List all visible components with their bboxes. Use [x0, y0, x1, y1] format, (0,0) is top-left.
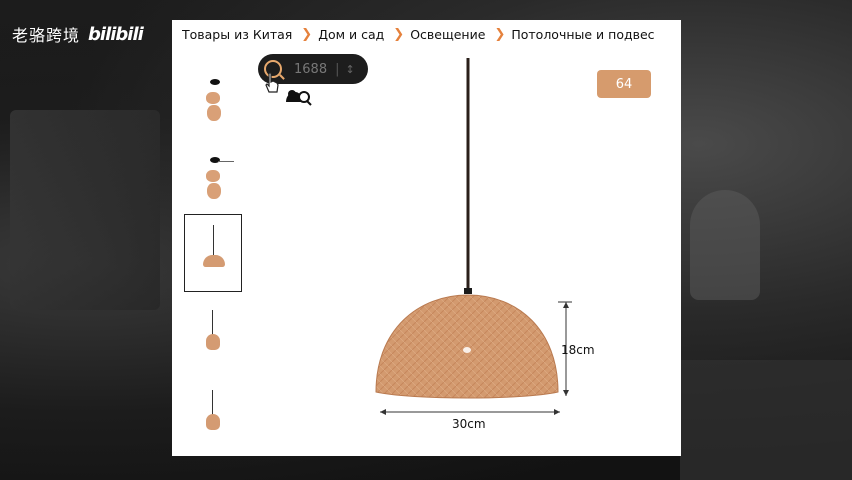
- hand-cursor-icon: [265, 72, 279, 93]
- thumbnail-1[interactable]: [184, 58, 242, 136]
- pill-divider: |: [335, 61, 340, 77]
- thumbnail-3-selected[interactable]: [184, 214, 242, 292]
- width-label: 30cm: [452, 417, 486, 431]
- main-product-image: [375, 58, 572, 415]
- backdrop-shape: [10, 110, 160, 310]
- breadcrumb-item-chinese-goods[interactable]: Товары из Китая: [182, 26, 293, 42]
- lamp-shade: [375, 294, 559, 399]
- image-count-badge: 64: [597, 70, 651, 98]
- thumbnail-4[interactable]: [184, 292, 242, 370]
- thumbnail-image: [198, 67, 228, 127]
- breadcrumb-item-home-garden[interactable]: Дом и сад: [318, 26, 385, 42]
- channel-name: 老骆跨境: [12, 26, 81, 45]
- chevron-right-icon: ❯: [301, 26, 313, 42]
- search-label: 1688: [294, 61, 328, 77]
- bilibili-logo: bilibili: [88, 23, 144, 45]
- image-search-extension-bar[interactable]: 1688 | ↕: [258, 54, 368, 84]
- backdrop-shape: [680, 360, 852, 480]
- chevron-right-icon: ❯: [393, 26, 405, 42]
- height-label: 18cm: [561, 343, 595, 357]
- product-page-card: Товары из Китая ❯ Дом и сад ❯ Освещение …: [172, 20, 681, 456]
- pill-toggle[interactable]: ↕: [345, 62, 355, 76]
- thumbnail-2[interactable]: [184, 136, 242, 214]
- badge-label: 64: [615, 76, 633, 92]
- backdrop-shape: [690, 190, 760, 300]
- image-search-icon[interactable]: [284, 86, 312, 106]
- thumbnail-gallery: [184, 58, 244, 448]
- thumbnail-5[interactable]: [184, 370, 242, 448]
- thumbnail-image: [198, 145, 234, 205]
- thumbnail-image: [184, 292, 242, 370]
- thumbnail-image: [185, 215, 241, 290]
- chevron-right-icon: ❯: [494, 26, 506, 42]
- breadcrumb: Товары из Китая ❯ Дом и сад ❯ Освещение …: [182, 24, 681, 44]
- breadcrumb-item-lighting[interactable]: Освещение: [410, 26, 486, 42]
- breadcrumb-item-ceiling-pendant[interactable]: Потолочные и подвес: [511, 26, 655, 42]
- search-icon[interactable]: [264, 60, 282, 78]
- channel-watermark: 老骆跨境 bilibili: [12, 22, 144, 46]
- lamp-socket: [464, 288, 472, 294]
- thumbnail-image: [184, 370, 242, 448]
